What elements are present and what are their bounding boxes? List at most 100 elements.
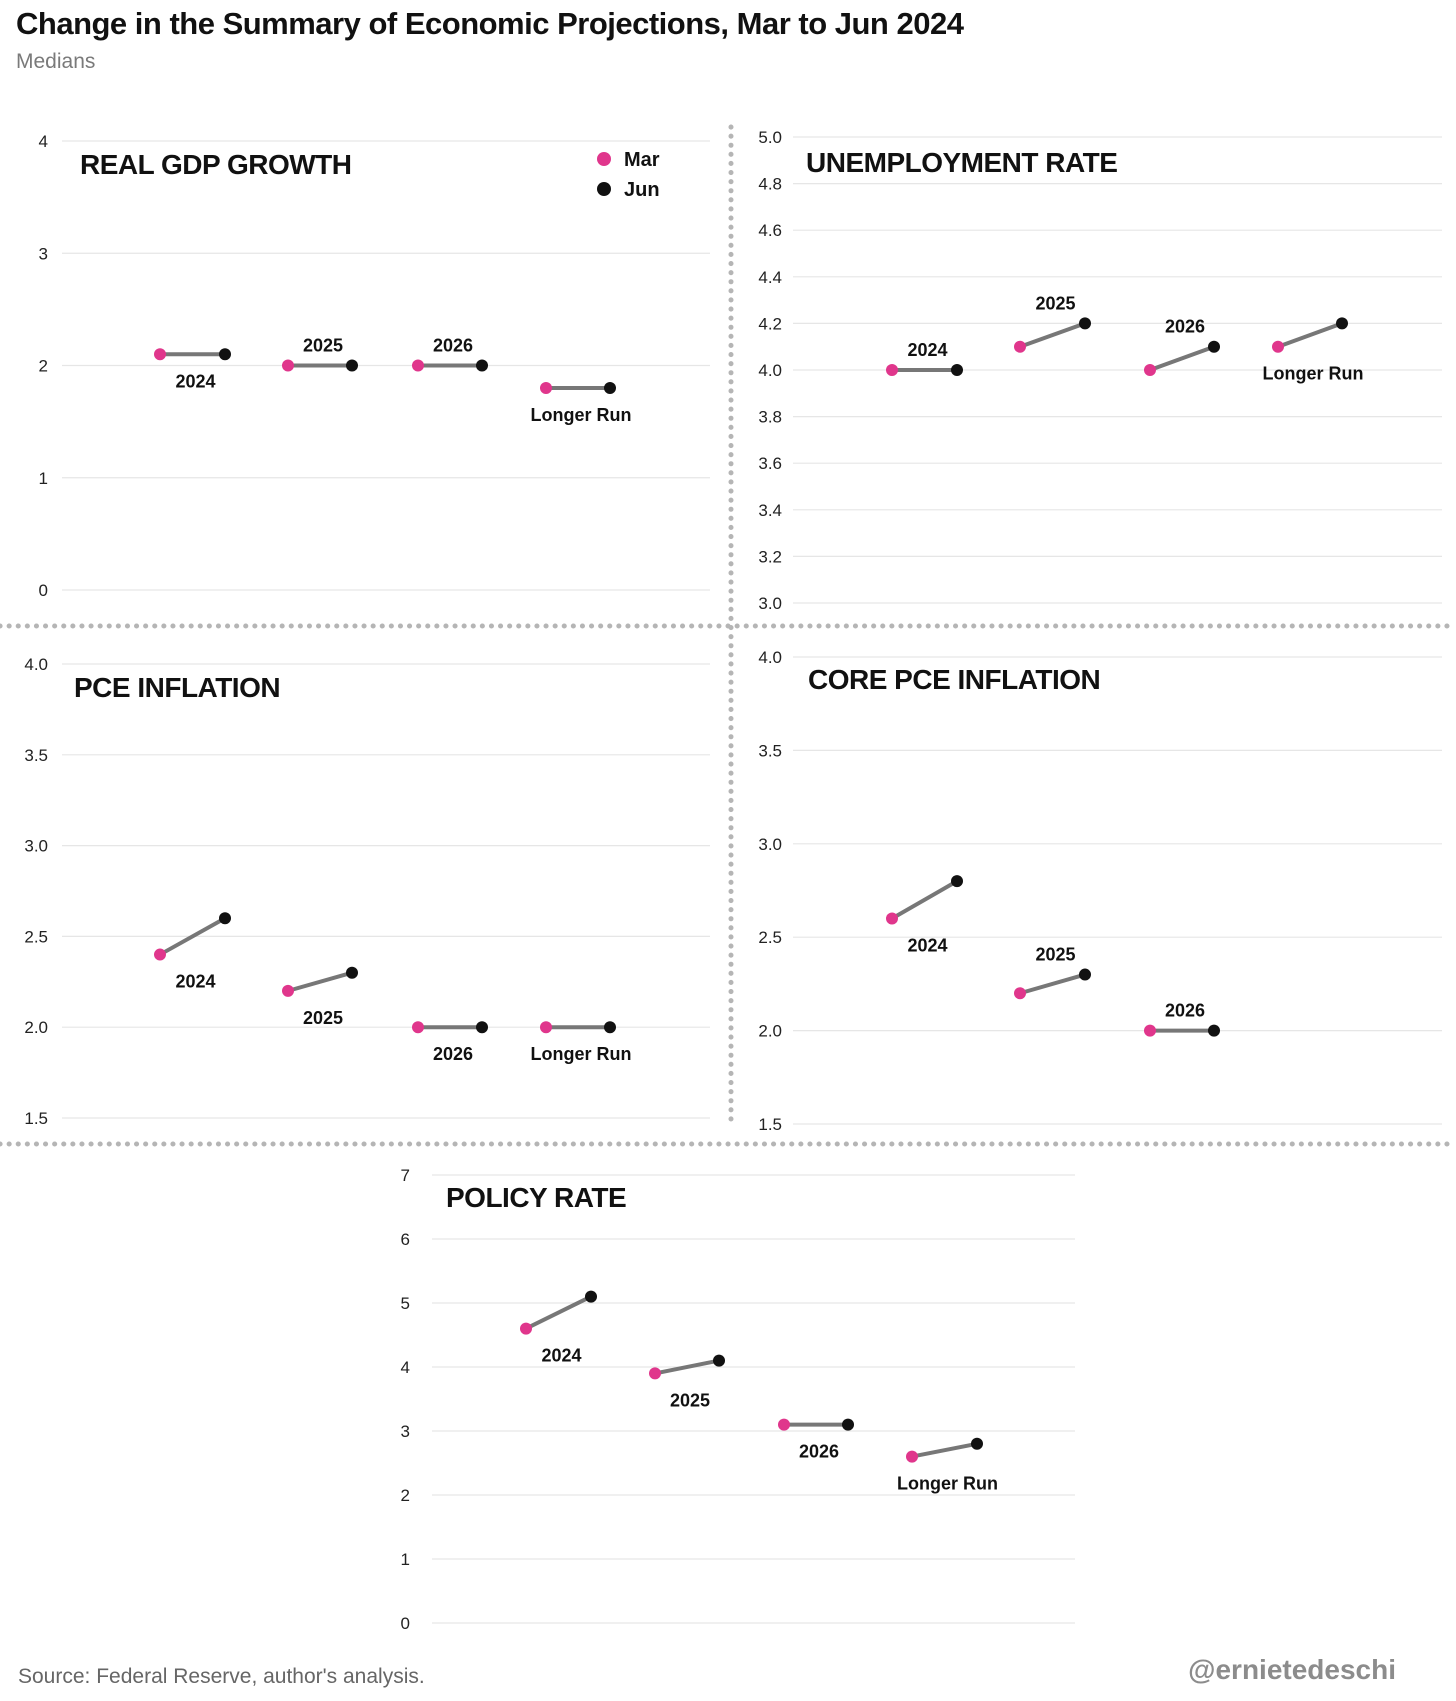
chart-subtitle: Medians [16, 50, 96, 73]
mar-point [778, 1418, 790, 1431]
y-tick-label: 1.5 [758, 1115, 782, 1134]
category-label: 2025 [1035, 293, 1075, 313]
mar-point [540, 1021, 552, 1034]
y-tick-label: 5.0 [758, 128, 782, 147]
mar-point [886, 364, 898, 376]
category-label: 2026 [433, 336, 473, 356]
jun-point [951, 364, 963, 376]
legend-jun-label: Jun [624, 179, 660, 201]
connector-line [1018, 972, 1087, 996]
jun-point [219, 348, 231, 361]
y-tick-label: 7 [401, 1166, 410, 1185]
category-label: Longer Run [531, 1044, 632, 1064]
category-label: 2024 [907, 340, 947, 360]
chart-title: Change in the Summary of Economic Projec… [16, 6, 964, 41]
category-label: 2024 [175, 972, 215, 992]
connector-line [890, 879, 959, 921]
category-label: 2025 [1035, 945, 1075, 965]
mar-point [906, 1450, 918, 1463]
category-label: Longer Run [531, 405, 632, 425]
connector-line [653, 1358, 721, 1376]
connector-line [910, 1441, 979, 1459]
y-tick-label: 3 [39, 244, 48, 263]
panel-title: CORE PCE INFLATION [808, 664, 1100, 695]
jun-point [346, 966, 358, 979]
jun-point [585, 1290, 597, 1303]
connector-line [158, 916, 227, 957]
y-tick-label: 3.0 [758, 594, 782, 613]
panel-title: PCE INFLATION [74, 672, 280, 703]
category-label: Longer Run [1263, 364, 1364, 384]
mar-point [1014, 340, 1026, 353]
mar-point [154, 348, 166, 361]
jun-point [951, 875, 963, 888]
mar-point [540, 381, 552, 394]
connector-line [1018, 321, 1087, 349]
mar-point [154, 948, 166, 961]
y-tick-label: 3.0 [24, 837, 48, 856]
y-tick-label: 4 [39, 132, 48, 151]
author-handle: @ernietedeschi [1188, 1654, 1396, 1685]
category-label: 2024 [541, 1346, 581, 1366]
connector-line [524, 1294, 593, 1331]
y-tick-label: 3 [401, 1422, 410, 1441]
jun-point [219, 912, 231, 925]
legend-jun-marker [597, 182, 611, 196]
connector-line [286, 970, 354, 993]
mar-point [282, 359, 294, 372]
mar-point [886, 912, 898, 925]
category-label: 2026 [799, 1442, 839, 1462]
jun-point [1079, 317, 1091, 330]
y-tick-label: 5 [401, 1294, 410, 1313]
y-tick-label: 4.4 [758, 268, 782, 287]
connector-line [1276, 321, 1344, 349]
y-tick-label: 2.5 [758, 928, 782, 947]
y-tick-label: 2.0 [24, 1018, 48, 1037]
y-tick-label: 4.2 [758, 314, 782, 333]
y-tick-label: 3.5 [24, 746, 48, 765]
jun-point [476, 359, 488, 372]
category-label: 2025 [303, 1008, 343, 1028]
source-note: Source: Federal Reserve, author's analys… [18, 1665, 425, 1688]
y-tick-label: 2 [39, 357, 48, 376]
jun-point [1336, 317, 1348, 330]
mar-point [1272, 340, 1284, 353]
legend-mar-label: Mar [624, 149, 660, 171]
y-tick-label: 1.5 [24, 1109, 48, 1128]
category-label: 2026 [433, 1044, 473, 1064]
jun-point [604, 1021, 616, 1034]
mar-point [1144, 364, 1156, 376]
mar-point [282, 984, 294, 997]
y-tick-label: 3.2 [758, 547, 782, 566]
y-tick-label: 4.0 [758, 361, 782, 380]
jun-point [842, 1418, 854, 1431]
category-label: Longer Run [897, 1474, 998, 1494]
y-tick-label: 4 [401, 1358, 410, 1377]
legend-mar-marker [597, 152, 611, 166]
mar-point [412, 359, 424, 372]
y-tick-label: 1 [401, 1550, 410, 1569]
y-tick-label: 3.6 [758, 454, 782, 473]
category-label: 2026 [1165, 317, 1205, 337]
y-tick-label: 3.8 [758, 408, 782, 427]
category-label: 2024 [907, 936, 947, 956]
mar-point [520, 1322, 532, 1335]
mar-point [412, 1021, 424, 1034]
category-label: 2026 [1165, 1001, 1205, 1021]
y-tick-label: 1 [39, 469, 48, 488]
y-tick-label: 4.0 [758, 648, 782, 667]
y-tick-label: 3.4 [758, 501, 782, 520]
y-tick-label: 2.0 [758, 1022, 782, 1041]
y-tick-label: 3.5 [758, 741, 782, 760]
panel-title: UNEMPLOYMENT RATE [806, 147, 1117, 178]
jun-point [476, 1021, 488, 1034]
y-tick-label: 2.5 [24, 927, 48, 946]
jun-point [713, 1354, 725, 1367]
jun-point [346, 359, 358, 372]
y-tick-label: 3.0 [758, 835, 782, 854]
connector-line [1148, 344, 1216, 372]
y-tick-label: 0 [401, 1614, 410, 1633]
y-tick-label: 0 [39, 581, 48, 600]
panel-title: REAL GDP GROWTH [80, 149, 351, 180]
